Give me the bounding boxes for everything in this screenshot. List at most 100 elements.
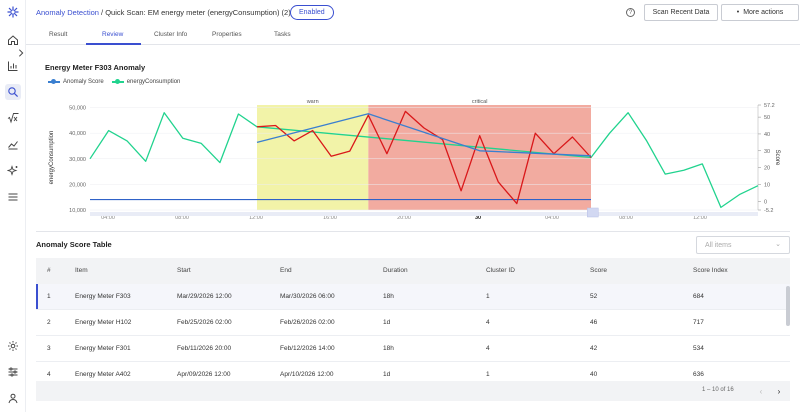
y2-tick-label: 10 [764, 182, 770, 188]
column-header-start[interactable]: Start [177, 267, 191, 274]
next-page-icon[interactable]: › [777, 386, 781, 396]
cell-score-index: 717 [693, 319, 704, 326]
scan-recent-data-button[interactable]: Scan Recent Data [644, 4, 718, 21]
series-line-energyconsumption [89, 112, 759, 209]
cell-item: Energy Meter F303 [75, 293, 131, 300]
pagination-bar: 1 – 10 of 16 ‹ › [36, 381, 790, 401]
tab-properties[interactable]: Properties [212, 31, 242, 38]
status-badge[interactable]: Enabled [290, 5, 334, 20]
legend-swatch-energy-consumption [111, 79, 124, 84]
table-title: Anomaly Score Table [36, 240, 112, 249]
cell-end: Feb/26/2026 02:00 [280, 319, 335, 326]
table-row[interactable]: 1 Energy Meter F303 Mar/29/2026 12:00 Ma… [36, 284, 790, 310]
y2-tick-label: 40 [764, 132, 770, 138]
table-row[interactable]: 2 Energy Meter H102 Feb/25/2026 02:00 Fe… [36, 310, 790, 336]
cell-score: 46 [590, 319, 598, 326]
band-label-warn: warn [306, 99, 319, 105]
table-scrollbar[interactable] [786, 286, 790, 326]
more-actions-label: More actions [743, 9, 784, 16]
x-tick-label: 08:00 [175, 215, 189, 221]
cell-end: Feb/12/2026 14:00 [280, 345, 335, 352]
chart-svg[interactable]: warn critical 10,000 20,000 30,000 40,000 50,0… [36, 92, 786, 222]
home-icon[interactable] [5, 32, 21, 48]
x-tick-label: 12:00 [693, 215, 707, 221]
y-tick-label: 50,000 [69, 106, 86, 112]
series-line-energyconsumption-anomaly [256, 110, 592, 205]
sliders-icon[interactable] [5, 364, 21, 380]
column-header-item[interactable]: Item [75, 267, 88, 274]
legend-label-anomaly-score: Anomaly Score [63, 79, 104, 85]
y2-tick-label: 0 [764, 199, 767, 205]
cell-start: Feb/25/2026 02:00 [177, 319, 232, 326]
cell-start: Apr/09/2026 12:00 [177, 371, 231, 378]
app-logo-icon[interactable] [5, 4, 21, 20]
breadcrumb-current: Quick Scan: EM energy meter (energyConsu… [105, 8, 291, 17]
band-warn [257, 105, 369, 210]
cell-cluster-id: 1 [486, 371, 490, 378]
column-header-score-index[interactable]: Score Index [693, 267, 728, 274]
chart-area[interactable]: warn critical 10,000 20,000 30,000 40,000 50,0… [36, 92, 786, 222]
legend-label-energy-consumption: energyConsumption [126, 79, 181, 85]
table-row[interactable]: 3 Energy Meter F301 Feb/11/2026 20:00 Fe… [36, 336, 790, 362]
tab-tasks[interactable]: Tasks [274, 31, 291, 38]
x-tick-label: 20:00 [397, 215, 411, 221]
y2-tick-label: -5.2 [764, 208, 773, 214]
x-tick-label: 04:00 [101, 215, 115, 221]
cell-score: 42 [590, 345, 598, 352]
cell-score-index: 636 [693, 371, 704, 378]
chart-title: Energy Meter F303 Anomaly [45, 63, 146, 72]
cell-duration: 1d [383, 319, 391, 326]
trend-icon[interactable] [5, 136, 21, 152]
column-header-end[interactable]: End [280, 267, 292, 274]
formula-icon[interactable] [5, 110, 21, 126]
legend-item-anomaly-score[interactable]: Anomaly Score [48, 79, 104, 85]
user-avatar-icon[interactable] [5, 390, 21, 406]
expand-sidebar-icon[interactable] [16, 45, 26, 61]
y-tick-label: 20,000 [69, 182, 86, 188]
column-header-score[interactable]: Score [590, 267, 607, 274]
cell-item: Energy Meter A402 [75, 371, 131, 378]
cell-duration: 18h [383, 345, 394, 352]
legend-item-energy-consumption[interactable]: energyConsumption [111, 79, 181, 85]
cell-start: Mar/29/2026 12:00 [177, 293, 232, 300]
prev-page-icon[interactable]: ‹ [759, 386, 763, 396]
breadcrumb: Anomaly Detection / Quick Scan: EM energ… [36, 8, 291, 17]
y-axis-label: energyConsumption [49, 131, 55, 185]
cell-item: Energy Meter H102 [75, 319, 132, 326]
sparkle-icon[interactable] [5, 163, 21, 179]
column-header-duration[interactable]: Duration [383, 267, 408, 274]
cell-cluster-id: 1 [486, 293, 490, 300]
cell-duration: 18h [383, 293, 394, 300]
chevron-down-icon: ⌄ [775, 241, 781, 248]
tab-review[interactable]: Review [102, 31, 124, 38]
sidebar [0, 0, 26, 412]
table-header-row: # Item Start End Duration Cluster ID Sco… [36, 258, 790, 284]
search-analysis-icon[interactable] [5, 84, 21, 100]
y2-tick-label: 30 [764, 149, 770, 155]
tab-cluster-info[interactable]: Cluster Info [154, 31, 188, 38]
bar-chart-icon[interactable] [5, 58, 21, 74]
cell-score-index: 534 [693, 345, 704, 352]
breadcrumb-link-anomaly-detection[interactable]: Anomaly Detection [36, 8, 99, 17]
menu-icon[interactable] [5, 189, 21, 205]
x-tick-label: 12:00 [249, 215, 263, 221]
top-bar: Anomaly Detection / Quick Scan: EM energ… [26, 0, 800, 26]
cell-cluster-id: 4 [486, 345, 490, 352]
settings-gear-icon[interactable] [5, 338, 21, 354]
overview-strip [90, 212, 758, 216]
items-filter-select[interactable]: All items ⌄ [696, 236, 790, 254]
items-filter-placeholder: All items [705, 241, 732, 249]
tab-bar: Result Review Cluster Info Properties Ta… [26, 27, 800, 45]
help-icon[interactable]: ? [626, 8, 635, 17]
cell-score: 52 [590, 293, 598, 300]
legend-swatch-anomaly-score [48, 79, 60, 84]
cell-start: Feb/11/2026 20:00 [177, 345, 232, 352]
more-actions-dot-icon: • [736, 9, 740, 16]
x-tick-label: 04:00 [545, 215, 559, 221]
cell-score: 40 [590, 371, 598, 378]
tab-result[interactable]: Result [49, 31, 68, 38]
y-tick-label: 40,000 [69, 131, 86, 137]
column-header-cluster-id[interactable]: Cluster ID [486, 267, 515, 274]
more-actions-button[interactable]: • More actions [721, 4, 799, 21]
column-header-index[interactable]: # [47, 267, 51, 274]
